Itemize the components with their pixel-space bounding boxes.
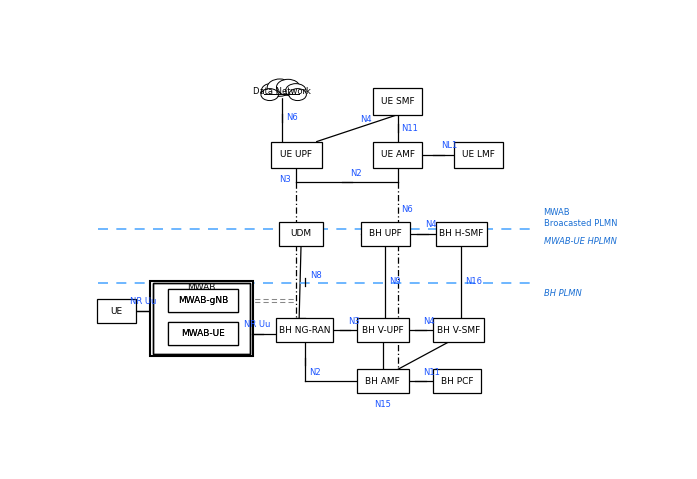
Text: Data Network: Data Network xyxy=(252,87,311,96)
Text: MWAB: MWAB xyxy=(187,283,216,292)
Text: N6: N6 xyxy=(401,205,413,214)
FancyBboxPatch shape xyxy=(150,281,254,356)
Text: N11: N11 xyxy=(423,368,441,377)
FancyBboxPatch shape xyxy=(454,142,503,168)
Text: UE SMF: UE SMF xyxy=(381,97,415,106)
FancyBboxPatch shape xyxy=(374,88,422,114)
FancyBboxPatch shape xyxy=(153,283,250,354)
Text: BH PLMN: BH PLMN xyxy=(544,289,581,298)
Text: BH UPF: BH UPF xyxy=(369,229,401,238)
Text: BH H-SMF: BH H-SMF xyxy=(439,229,484,238)
FancyBboxPatch shape xyxy=(276,318,333,342)
Text: BH AMF: BH AMF xyxy=(365,376,400,386)
FancyBboxPatch shape xyxy=(168,289,238,312)
Text: N4: N4 xyxy=(423,317,435,326)
Text: MWAB-UE: MWAB-UE xyxy=(181,329,225,338)
Circle shape xyxy=(267,79,293,96)
Text: N9: N9 xyxy=(390,277,401,286)
Text: UE: UE xyxy=(110,307,123,316)
Circle shape xyxy=(289,89,307,101)
Circle shape xyxy=(277,80,300,95)
FancyBboxPatch shape xyxy=(358,318,408,342)
Text: BH NG-RAN: BH NG-RAN xyxy=(279,326,330,335)
Circle shape xyxy=(261,83,283,98)
Text: BH V-UPF: BH V-UPF xyxy=(362,326,404,335)
FancyBboxPatch shape xyxy=(374,142,422,168)
Text: BH PCF: BH PCF xyxy=(441,376,473,386)
FancyBboxPatch shape xyxy=(97,299,136,323)
FancyBboxPatch shape xyxy=(358,369,408,393)
Text: UE AMF: UE AMF xyxy=(381,150,415,160)
FancyBboxPatch shape xyxy=(263,92,300,97)
FancyBboxPatch shape xyxy=(279,222,323,246)
Text: NL1: NL1 xyxy=(441,141,457,150)
FancyBboxPatch shape xyxy=(433,318,484,342)
FancyBboxPatch shape xyxy=(361,222,410,246)
FancyBboxPatch shape xyxy=(436,222,487,246)
Text: MWAB-gNB: MWAB-gNB xyxy=(178,296,229,305)
Text: N15: N15 xyxy=(374,400,391,409)
Text: MWAB
Broacasted PLMN: MWAB Broacasted PLMN xyxy=(544,208,617,228)
Text: UE LMF: UE LMF xyxy=(462,150,495,160)
FancyBboxPatch shape xyxy=(168,322,238,345)
Text: N3: N3 xyxy=(348,317,360,326)
Text: NR Uu: NR Uu xyxy=(130,297,156,306)
Text: UDM: UDM xyxy=(291,229,312,238)
Text: N11: N11 xyxy=(401,124,418,133)
Text: N4: N4 xyxy=(360,114,372,124)
FancyBboxPatch shape xyxy=(271,142,322,168)
Text: BH V-SMF: BH V-SMF xyxy=(437,326,480,335)
Text: N2: N2 xyxy=(309,368,321,377)
Text: N8: N8 xyxy=(309,271,321,280)
Text: N3: N3 xyxy=(279,175,291,184)
FancyBboxPatch shape xyxy=(168,289,238,312)
Text: MWAB-UE: MWAB-UE xyxy=(181,329,225,338)
Text: UE UPF: UE UPF xyxy=(280,150,312,160)
Text: N16: N16 xyxy=(466,277,482,286)
FancyBboxPatch shape xyxy=(168,322,238,345)
Circle shape xyxy=(261,89,279,101)
Text: N6: N6 xyxy=(286,114,298,123)
FancyBboxPatch shape xyxy=(433,369,482,393)
Text: MWAB-gNB: MWAB-gNB xyxy=(178,296,229,305)
Text: N4: N4 xyxy=(425,220,437,229)
Text: NR Uu: NR Uu xyxy=(244,320,270,329)
Text: N2: N2 xyxy=(350,170,362,179)
Circle shape xyxy=(286,84,306,98)
Text: MWAB-UE HPLMN: MWAB-UE HPLMN xyxy=(544,237,616,246)
